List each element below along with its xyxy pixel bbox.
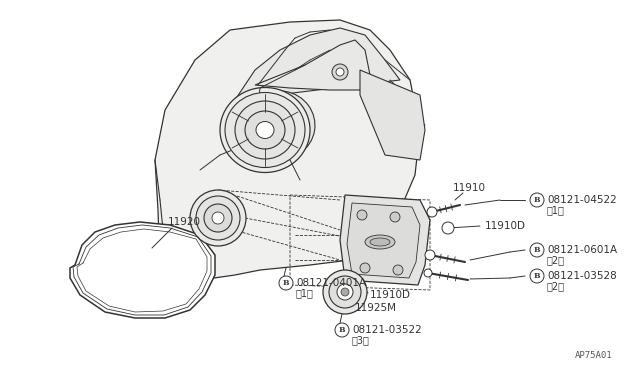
Ellipse shape [245, 111, 285, 149]
Circle shape [190, 190, 246, 246]
Circle shape [390, 212, 400, 222]
Polygon shape [155, 20, 420, 280]
Ellipse shape [256, 122, 274, 138]
Circle shape [341, 288, 349, 296]
Text: 08121-03528: 08121-03528 [547, 271, 617, 281]
Circle shape [329, 276, 361, 308]
Ellipse shape [235, 101, 295, 159]
Circle shape [323, 270, 367, 314]
Circle shape [530, 269, 544, 283]
Text: B: B [283, 279, 289, 287]
Circle shape [337, 284, 353, 300]
Circle shape [335, 323, 349, 337]
Ellipse shape [245, 91, 315, 159]
Text: （1）: （1） [547, 205, 565, 215]
Circle shape [425, 250, 435, 260]
Ellipse shape [370, 238, 390, 246]
Polygon shape [255, 40, 370, 90]
Text: 08121-0401A: 08121-0401A [296, 278, 366, 288]
Circle shape [212, 212, 224, 224]
Ellipse shape [220, 87, 310, 173]
Text: （2）: （2） [547, 281, 565, 291]
Circle shape [357, 210, 367, 220]
Text: B: B [339, 326, 345, 334]
Text: 11910D: 11910D [370, 290, 411, 300]
Circle shape [204, 204, 232, 232]
Circle shape [530, 193, 544, 207]
Circle shape [393, 265, 403, 275]
Circle shape [442, 222, 454, 234]
Circle shape [428, 208, 436, 216]
Text: 08121-04522: 08121-04522 [547, 195, 617, 205]
Text: B: B [534, 246, 540, 254]
Polygon shape [340, 195, 430, 285]
Text: B: B [534, 196, 540, 204]
Circle shape [426, 251, 434, 259]
Circle shape [530, 243, 544, 257]
Text: 11925M: 11925M [355, 303, 397, 313]
Text: （2）: （2） [547, 255, 565, 265]
Circle shape [360, 263, 370, 273]
Polygon shape [235, 28, 400, 100]
Text: 08121-03522: 08121-03522 [352, 325, 422, 335]
Circle shape [427, 207, 437, 217]
Text: （1）: （1） [296, 288, 314, 298]
Circle shape [336, 68, 344, 76]
Text: B: B [534, 272, 540, 280]
Ellipse shape [225, 93, 305, 167]
Text: 08121-0601A: 08121-0601A [547, 245, 617, 255]
Text: 11910: 11910 [453, 183, 486, 193]
Polygon shape [70, 222, 215, 318]
Text: AP75A01: AP75A01 [575, 350, 612, 359]
Circle shape [279, 276, 293, 290]
Circle shape [196, 196, 240, 240]
Ellipse shape [365, 235, 395, 249]
Text: 11910D: 11910D [485, 221, 526, 231]
Text: （3）: （3） [352, 335, 370, 345]
Polygon shape [360, 70, 425, 160]
Polygon shape [347, 203, 420, 278]
Circle shape [424, 269, 432, 277]
Circle shape [332, 64, 348, 80]
Text: 11920: 11920 [168, 217, 201, 227]
